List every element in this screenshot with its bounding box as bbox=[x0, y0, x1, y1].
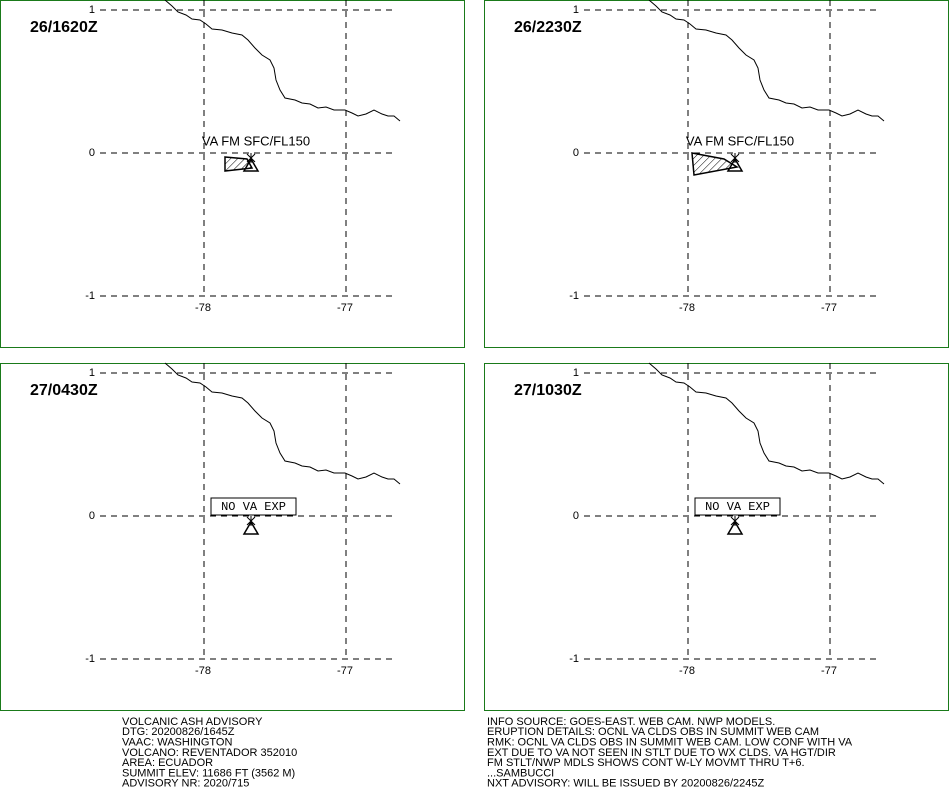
label-box bbox=[210, 497, 297, 516]
map-panel: 1 0 -1 -78 -77 26/2230Z VA FM SFC/FL150 bbox=[484, 0, 949, 348]
volcano-icon bbox=[726, 520, 744, 535]
advisory-line: ERUPTION DETAILS: OCNL VA CLDS OBS IN SU… bbox=[487, 726, 819, 738]
advisory-line: NXT ADVISORY: WILL BE ISSUED BY 20200826… bbox=[487, 778, 764, 790]
panel-border bbox=[0, 363, 465, 711]
advisory-line: AREA: ECUADOR bbox=[122, 757, 213, 769]
advisory-line: ADVISORY NR: 2020/715 bbox=[122, 778, 249, 790]
lon-label: -77 bbox=[337, 302, 353, 314]
volcano-icon bbox=[242, 157, 260, 172]
no-ash-label: NO VA EXP bbox=[705, 500, 770, 514]
map-panel: 1 0 -1 -78 -77 27/0430Z NO VA EXP bbox=[0, 362, 465, 711]
panel-border bbox=[0, 0, 465, 348]
panel-border bbox=[484, 363, 949, 711]
eruption-mark bbox=[246, 153, 256, 163]
eruption-mark bbox=[730, 153, 740, 163]
lat-label: -1 bbox=[85, 290, 95, 302]
ash-label: VA FM SFC/FL150 bbox=[202, 133, 310, 148]
lon-label: -78 bbox=[195, 302, 211, 314]
coastline bbox=[648, 362, 885, 485]
lon-label: -78 bbox=[679, 665, 695, 677]
lon-label: -77 bbox=[337, 665, 353, 677]
lat-label: -1 bbox=[85, 653, 95, 665]
eruption-mark bbox=[246, 516, 256, 526]
lat-label: 1 bbox=[89, 367, 95, 379]
lat-label: 1 bbox=[573, 4, 579, 16]
eruption-mark bbox=[730, 516, 740, 526]
ash-label: VA FM SFC/FL150 bbox=[686, 133, 794, 148]
time-label: 26/2230Z bbox=[514, 19, 582, 36]
time-label: 26/1620Z bbox=[30, 19, 98, 36]
coastline bbox=[164, 0, 401, 122]
volcano-icon bbox=[726, 157, 744, 172]
lat-label: 0 bbox=[89, 510, 95, 522]
advisory-line: ...SAMBUCCI bbox=[487, 767, 554, 779]
lat-label: 0 bbox=[573, 510, 579, 522]
lon-label: -78 bbox=[195, 665, 211, 677]
time-label: 27/1030Z bbox=[514, 382, 582, 399]
time-label: 27/0430Z bbox=[30, 382, 98, 399]
lat-label: 1 bbox=[89, 4, 95, 16]
label-box bbox=[694, 497, 781, 516]
ash-area bbox=[691, 152, 740, 176]
lon-label: -77 bbox=[821, 665, 837, 677]
advisory-line: VAAC: WASHINGTON bbox=[122, 737, 232, 749]
advisory-line: DTG: 20200826/1645Z bbox=[122, 726, 235, 738]
advisory-line: INFO SOURCE: GOES-EAST. WEB CAM. NWP MOD… bbox=[487, 716, 775, 728]
volcano-icon bbox=[242, 520, 260, 535]
advisory-line: SUMMIT ELEV: 11686 FT (3562 M) bbox=[122, 767, 295, 779]
panel-border bbox=[484, 0, 949, 348]
advisory-line: RMK: OCNL VA CLDS OBS IN SUMMIT WEB CAM.… bbox=[487, 737, 853, 749]
lat-label: -1 bbox=[569, 653, 579, 665]
map-panel: 1 0 -1 -78 -77 27/1030Z NO VA EXP bbox=[484, 362, 949, 711]
advisory-line: VOLCANIC ASH ADVISORY bbox=[122, 716, 263, 728]
no-ash-label: NO VA EXP bbox=[221, 500, 286, 514]
advisory-line: FM STLT/NWP MDLS SHOWS CONT W-LY MOVMT T… bbox=[487, 757, 805, 769]
advisory-line: EXT DUE TO VA NOT SEEN IN STLT DUE TO WX… bbox=[487, 747, 836, 759]
map-panel: 1 0 -1 -78 -77 26/1620Z VA FM SFC/FL150 bbox=[0, 0, 465, 348]
lat-label: -1 bbox=[569, 290, 579, 302]
lon-label: -78 bbox=[679, 302, 695, 314]
lon-label: -77 bbox=[821, 302, 837, 314]
lat-label: 0 bbox=[573, 147, 579, 159]
advisory-line: VOLCANO: REVENTADOR 352010 bbox=[122, 747, 297, 759]
lat-label: 1 bbox=[573, 367, 579, 379]
coastline bbox=[164, 362, 401, 485]
lat-label: 0 bbox=[89, 147, 95, 159]
coastline bbox=[648, 0, 885, 122]
